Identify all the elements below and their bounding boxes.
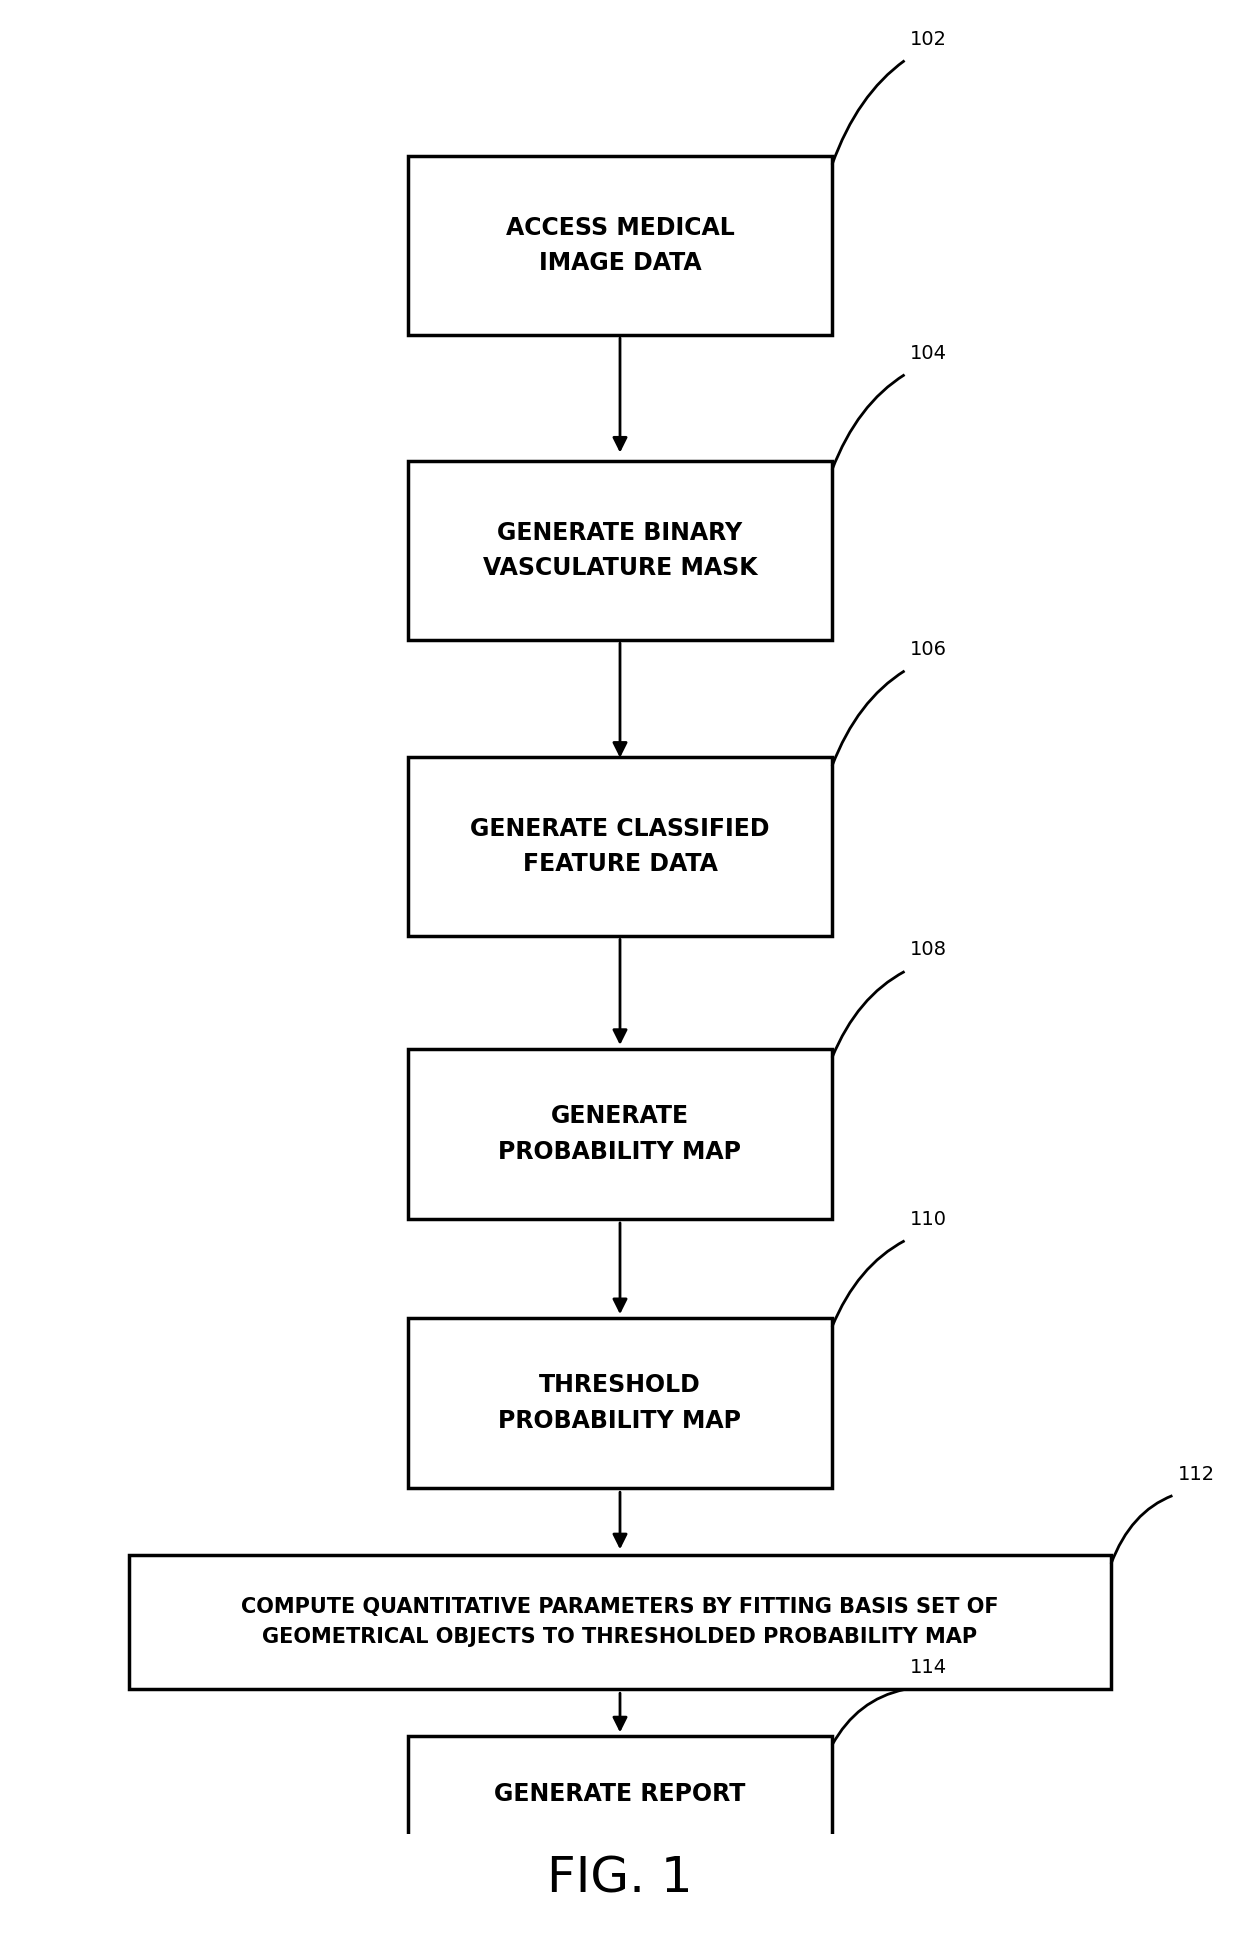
Bar — [408, 156, 832, 336]
Text: GENERATE REPORT: GENERATE REPORT — [495, 1783, 745, 1807]
Text: 106: 106 — [910, 640, 947, 659]
Text: ACCESS MEDICAL
IMAGE DATA: ACCESS MEDICAL IMAGE DATA — [506, 217, 734, 275]
Bar — [408, 1050, 832, 1219]
Text: 114: 114 — [910, 1658, 947, 1678]
Bar — [408, 460, 832, 640]
Text: 104: 104 — [910, 343, 947, 363]
Text: FIG. 1: FIG. 1 — [547, 1853, 693, 1902]
Text: 110: 110 — [910, 1210, 947, 1229]
Bar — [408, 757, 832, 936]
Text: COMPUTE QUANTITATIVE PARAMETERS BY FITTING BASIS SET OF
GEOMETRICAL OBJECTS TO T: COMPUTE QUANTITATIVE PARAMETERS BY FITTI… — [242, 1598, 998, 1647]
Text: 108: 108 — [910, 940, 947, 960]
Bar — [408, 1319, 832, 1489]
Bar — [129, 1555, 1111, 1690]
Text: GENERATE BINARY
VASCULATURE MASK: GENERATE BINARY VASCULATURE MASK — [482, 521, 758, 579]
Text: GENERATE CLASSIFIED
FEATURE DATA: GENERATE CLASSIFIED FEATURE DATA — [470, 817, 770, 876]
Text: 112: 112 — [1178, 1465, 1215, 1483]
Bar — [408, 1736, 832, 1853]
Text: THRESHOLD
PROBABILITY MAP: THRESHOLD PROBABILITY MAP — [498, 1374, 742, 1432]
Text: GENERATE
PROBABILITY MAP: GENERATE PROBABILITY MAP — [498, 1104, 742, 1163]
Text: 102: 102 — [910, 29, 947, 49]
